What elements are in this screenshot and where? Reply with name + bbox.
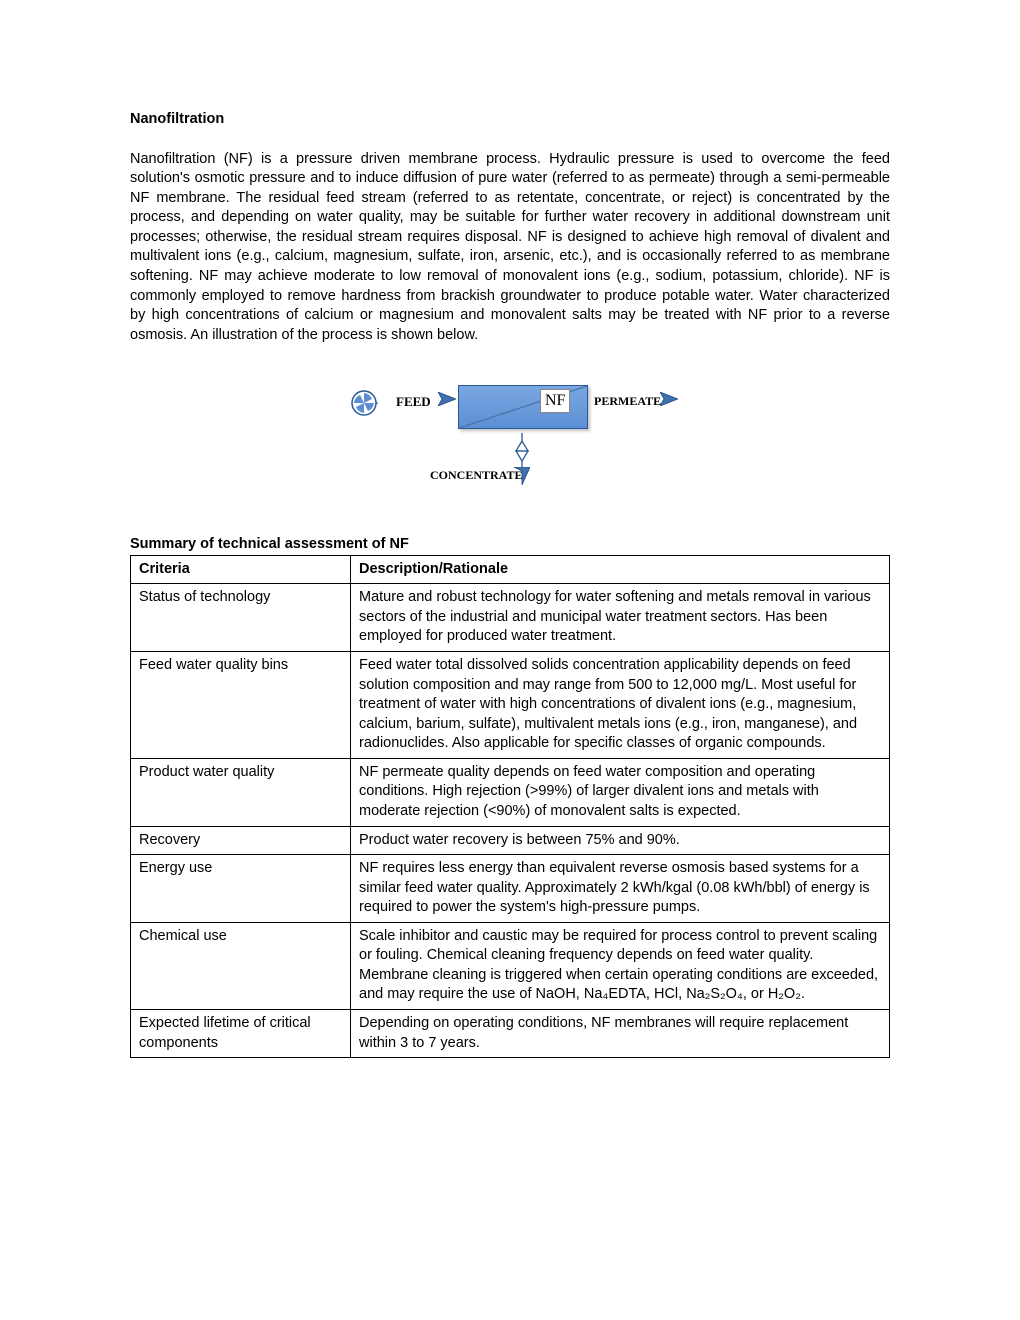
table-row: Expected lifetime of critical components…	[131, 1010, 890, 1058]
criteria-cell: Status of technology	[131, 584, 351, 652]
criteria-cell: Expected lifetime of critical components	[131, 1010, 351, 1058]
table-row: Product water qualityNF permeate quality…	[131, 758, 890, 826]
criteria-cell: Recovery	[131, 826, 351, 855]
description-cell: NF requires less energy than equivalent …	[351, 855, 890, 923]
table-header-criteria: Criteria	[131, 555, 351, 584]
nf-label: NF	[540, 389, 570, 413]
description-cell: Product water recovery is between 75% an…	[351, 826, 890, 855]
intro-paragraph: Nanofiltration (NF) is a pressure driven…	[130, 150, 890, 346]
assessment-table: Criteria Description/Rationale Status of…	[130, 555, 890, 1058]
permeate-arrow-icon	[660, 392, 678, 413]
concentrate-label: CONCENTRATE	[430, 467, 522, 483]
table-row: RecoveryProduct water recovery is betwee…	[131, 826, 890, 855]
table-header-description: Description/Rationale	[351, 555, 890, 584]
criteria-cell: Feed water quality bins	[131, 652, 351, 759]
page-title: Nanofiltration	[130, 110, 890, 130]
description-cell: Feed water total dissolved solids concen…	[351, 652, 890, 759]
permeate-label: PERMEATE	[594, 393, 661, 409]
pump-icon	[350, 389, 378, 417]
description-cell: NF permeate quality depends on feed wate…	[351, 758, 890, 826]
criteria-cell: Product water quality	[131, 758, 351, 826]
criteria-cell: Chemical use	[131, 922, 351, 1009]
description-cell: Depending on operating conditions, NF me…	[351, 1010, 890, 1058]
description-cell: Scale inhibitor and caustic may be requi…	[351, 922, 890, 1009]
table-row: Feed water quality binsFeed water total …	[131, 652, 890, 759]
table-row: Status of technologyMature and robust te…	[131, 584, 890, 652]
criteria-cell: Energy use	[131, 855, 351, 923]
description-cell: Mature and robust technology for water s…	[351, 584, 890, 652]
process-diagram: FEED NF PERMEATE CONCENTRATE	[130, 385, 890, 505]
table-row: Chemical useScale inhibitor and caustic …	[131, 922, 890, 1009]
table-header-row: Criteria Description/Rationale	[131, 555, 890, 584]
table-title: Summary of technical assessment of NF	[130, 535, 890, 555]
table-row: Energy useNF requires less energy than e…	[131, 855, 890, 923]
feed-label: FEED	[396, 393, 431, 411]
concentrate-arrow-icon	[514, 467, 530, 492]
feed-arrow-icon	[438, 392, 456, 413]
